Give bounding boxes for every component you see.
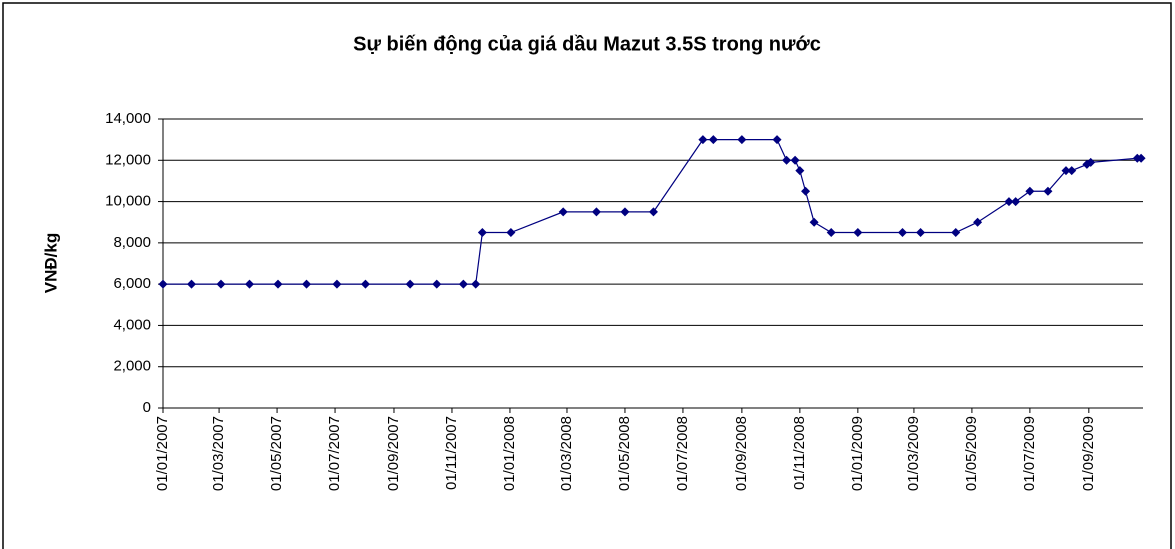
x-tick-label: 01/07/2008 [674,416,691,491]
data-point [187,279,197,289]
data-point [302,279,312,289]
x-tick-label: 01/09/2009 [1080,416,1097,491]
y-tick-label: 2,000 [113,358,151,375]
data-point [1136,153,1146,163]
data-point [1004,197,1014,207]
data-point [698,135,708,145]
data-point [620,207,630,217]
data-point [1061,166,1071,176]
data-point [772,135,782,145]
data-point [1043,186,1053,196]
data-point [801,186,811,196]
data-point [951,228,961,238]
x-tick-label: 01/07/2007 [326,416,343,491]
x-tick-label: 01/01/2007 [154,416,171,491]
data-point [471,279,481,289]
x-tick-label: 01/09/2008 [733,416,750,491]
x-tick-label: 01/03/2008 [558,416,575,491]
x-tick-label: 01/11/2008 [791,416,808,490]
data-point [916,228,926,238]
data-point [405,279,415,289]
data-point [708,135,718,145]
y-tick-label: 14,000 [105,110,151,127]
x-tick-label: 01/05/2009 [963,416,980,491]
data-point [1086,157,1096,167]
data-point [898,228,908,238]
data-point [795,166,805,176]
data-point [1067,166,1077,176]
data-point [973,217,983,227]
y-tick-label: 8,000 [113,234,151,251]
data-point [273,279,283,289]
data-point [558,207,568,217]
x-tick-label: 01/03/2007 [210,416,227,491]
data-point [506,228,516,238]
data-point [1025,186,1035,196]
x-tick-label: 01/05/2008 [616,416,633,491]
y-tick-label: 4,000 [113,316,151,333]
x-tick-label: 01/01/2009 [849,416,866,491]
data-point [332,279,342,289]
data-point [853,228,863,238]
data-point [809,217,819,227]
data-point [158,279,168,289]
data-point [1011,197,1021,207]
x-tick-label: 01/01/2008 [501,416,518,491]
data-point [591,207,601,217]
data-point [826,228,836,238]
x-tick-label: 01/11/2007 [443,416,460,490]
y-tick-label: 0 [143,399,151,416]
data-point [360,279,370,289]
x-tick-label: 01/05/2007 [268,416,285,491]
y-tick-label: 10,000 [105,193,151,210]
y-axis-label: VNĐ/kg [41,233,60,293]
data-point [790,155,800,165]
data-point [458,279,468,289]
y-tick-label: 6,000 [113,275,151,292]
x-tick-label: 01/03/2009 [905,416,922,491]
data-point [216,279,226,289]
x-tick-label: 01/07/2009 [1021,416,1038,491]
data-point [244,279,254,289]
data-point [782,155,792,165]
x-tick-label: 01/09/2007 [385,416,402,491]
data-point [477,228,487,238]
data-point [432,279,442,289]
y-tick-label: 12,000 [105,151,151,168]
chart-title: Sự biến động của giá dầu Mazut 3.5S tron… [353,33,821,55]
data-point [648,207,658,217]
data-point [737,135,747,145]
